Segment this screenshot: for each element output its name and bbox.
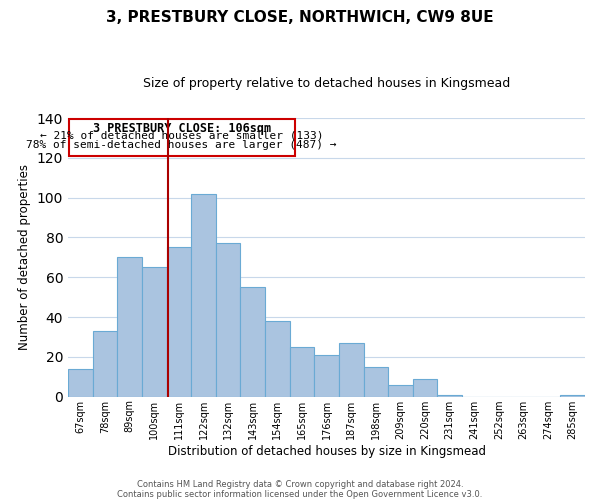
Bar <box>68 369 93 396</box>
Bar <box>93 331 118 396</box>
Bar <box>364 367 388 396</box>
Bar <box>437 394 462 396</box>
Bar <box>314 355 339 397</box>
Bar <box>290 347 314 397</box>
Text: 3, PRESTBURY CLOSE, NORTHWICH, CW9 8UE: 3, PRESTBURY CLOSE, NORTHWICH, CW9 8UE <box>106 10 494 25</box>
Bar <box>118 258 142 396</box>
FancyBboxPatch shape <box>68 119 295 156</box>
Bar <box>216 244 241 396</box>
Text: 78% of semi-detached houses are larger (487) →: 78% of semi-detached houses are larger (… <box>26 140 337 150</box>
Title: Size of property relative to detached houses in Kingsmead: Size of property relative to detached ho… <box>143 78 510 90</box>
Bar <box>560 394 585 396</box>
Bar <box>339 343 364 396</box>
Bar <box>265 321 290 396</box>
Text: Contains public sector information licensed under the Open Government Licence v3: Contains public sector information licen… <box>118 490 482 499</box>
Bar <box>191 194 216 396</box>
Bar <box>413 379 437 396</box>
Text: 3 PRESTBURY CLOSE: 106sqm: 3 PRESTBURY CLOSE: 106sqm <box>92 122 271 135</box>
Bar <box>241 287 265 397</box>
Bar <box>167 248 191 396</box>
Bar <box>142 268 167 396</box>
X-axis label: Distribution of detached houses by size in Kingsmead: Distribution of detached houses by size … <box>167 444 485 458</box>
Text: ← 21% of detached houses are smaller (133): ← 21% of detached houses are smaller (13… <box>40 131 323 141</box>
Y-axis label: Number of detached properties: Number of detached properties <box>19 164 31 350</box>
Bar <box>388 384 413 396</box>
Text: Contains HM Land Registry data © Crown copyright and database right 2024.: Contains HM Land Registry data © Crown c… <box>137 480 463 489</box>
